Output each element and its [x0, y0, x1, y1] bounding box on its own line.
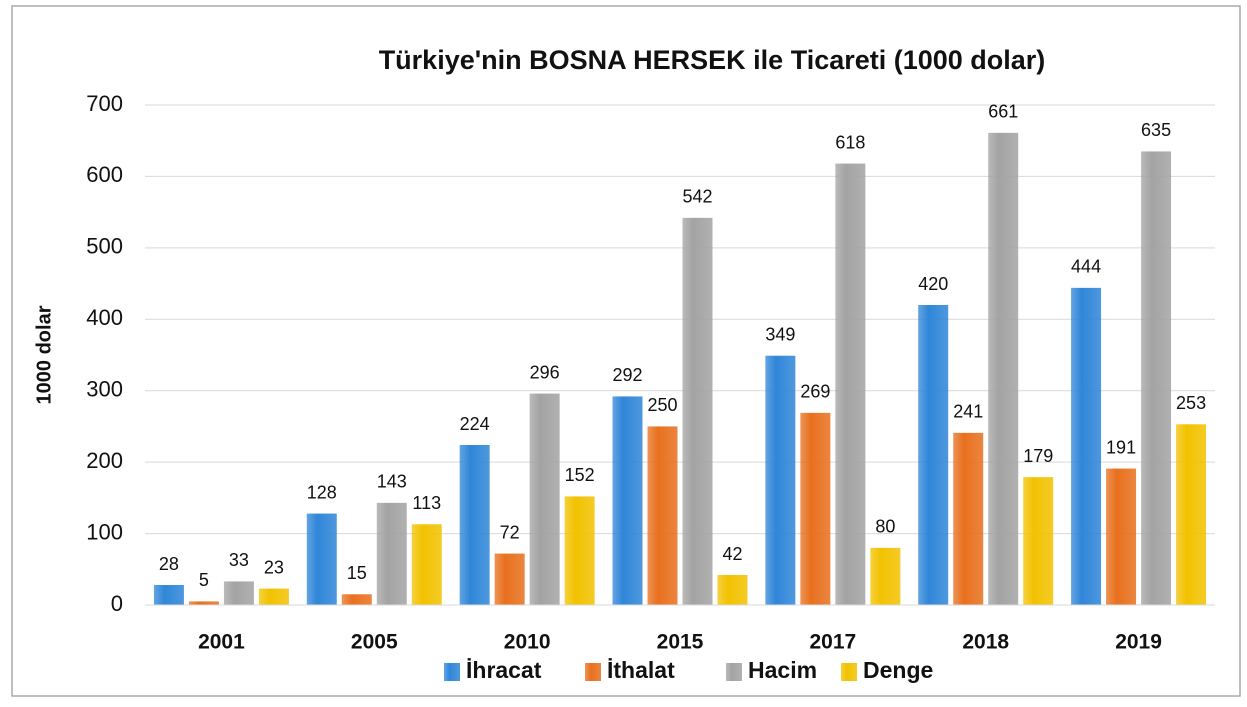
- y-tick-label: 200: [86, 448, 123, 473]
- legend-swatch: [841, 663, 857, 681]
- y-tick-label: 600: [86, 162, 123, 187]
- bar: [564, 496, 595, 605]
- bar: [988, 132, 1019, 605]
- x-tick-label: 2001: [198, 631, 245, 654]
- bar: [682, 217, 713, 605]
- bar: [341, 594, 372, 605]
- data-label: 152: [565, 465, 595, 485]
- data-label: 269: [800, 382, 830, 402]
- legend-label: Hacim: [748, 657, 817, 683]
- data-label: 191: [1106, 437, 1136, 457]
- data-label: 143: [377, 472, 407, 492]
- legend-label: İthalat: [607, 657, 675, 683]
- bar: [717, 575, 748, 605]
- bar: [1106, 468, 1137, 605]
- y-tick-label: 400: [86, 305, 123, 330]
- bar: [612, 396, 643, 605]
- y-tick-label: 300: [86, 377, 123, 402]
- y-tick-label: 100: [86, 519, 123, 544]
- bar: [647, 426, 678, 605]
- x-tick-label: 2015: [657, 631, 704, 654]
- data-label: 224: [460, 414, 490, 434]
- y-axis-label: 1000 dolar: [33, 305, 55, 404]
- data-label: 241: [953, 402, 983, 422]
- y-tick-label: 0: [111, 591, 123, 616]
- bar: [835, 163, 866, 606]
- data-label: 179: [1023, 446, 1053, 466]
- bar: [529, 393, 560, 605]
- data-label: 296: [530, 362, 560, 382]
- data-label: 72: [500, 522, 520, 542]
- data-label: 253: [1176, 393, 1206, 413]
- data-label: 23: [264, 557, 284, 577]
- y-tick-label: 700: [86, 91, 123, 116]
- data-label: 33: [229, 550, 249, 570]
- chart-title: Türkiye'nin BOSNA HERSEK ile Ticareti (1…: [379, 45, 1046, 75]
- data-label: 635: [1141, 120, 1171, 140]
- bar: [1071, 287, 1102, 605]
- data-label: 292: [612, 365, 642, 385]
- x-tick-label: 2019: [1115, 631, 1162, 654]
- bar: [153, 585, 184, 605]
- y-tick-label: 500: [86, 234, 123, 259]
- x-tick-label: 2017: [809, 631, 856, 654]
- bar: [258, 588, 289, 605]
- data-label: 28: [159, 554, 179, 574]
- bar: [494, 553, 525, 605]
- x-tick-label: 2018: [962, 631, 1009, 654]
- bar: [918, 305, 949, 605]
- bar: [306, 513, 337, 605]
- data-label: 80: [875, 517, 895, 537]
- x-tick-label: 2005: [351, 631, 398, 654]
- data-label: 128: [307, 482, 337, 502]
- data-label: 444: [1071, 257, 1101, 277]
- x-tick-label: 2010: [504, 631, 551, 654]
- legend-swatch: [726, 663, 742, 681]
- data-label: 420: [918, 274, 948, 294]
- data-label: 661: [988, 102, 1018, 122]
- data-label: 250: [647, 395, 677, 415]
- legend-swatch: [444, 663, 460, 681]
- data-label: 15: [347, 563, 367, 583]
- data-label: 113: [412, 493, 441, 513]
- bar: [800, 412, 831, 605]
- legend-label: Denge: [863, 657, 933, 683]
- bar: [1023, 477, 1054, 605]
- bar: [223, 581, 254, 605]
- data-label: 618: [835, 132, 865, 152]
- bar: [376, 502, 407, 605]
- bar: [188, 601, 219, 605]
- bar: [1176, 424, 1207, 605]
- legend-label: İhracat: [466, 657, 542, 683]
- bar: [459, 445, 490, 605]
- data-label: 542: [682, 187, 712, 207]
- bar: [411, 524, 442, 605]
- data-label: 5: [199, 570, 209, 590]
- data-label: 42: [722, 544, 742, 564]
- bar: [953, 432, 984, 605]
- bar: [870, 547, 901, 605]
- bar: [765, 355, 796, 605]
- bar: [1141, 151, 1172, 605]
- legend-swatch: [585, 663, 601, 681]
- data-label: 349: [765, 324, 795, 344]
